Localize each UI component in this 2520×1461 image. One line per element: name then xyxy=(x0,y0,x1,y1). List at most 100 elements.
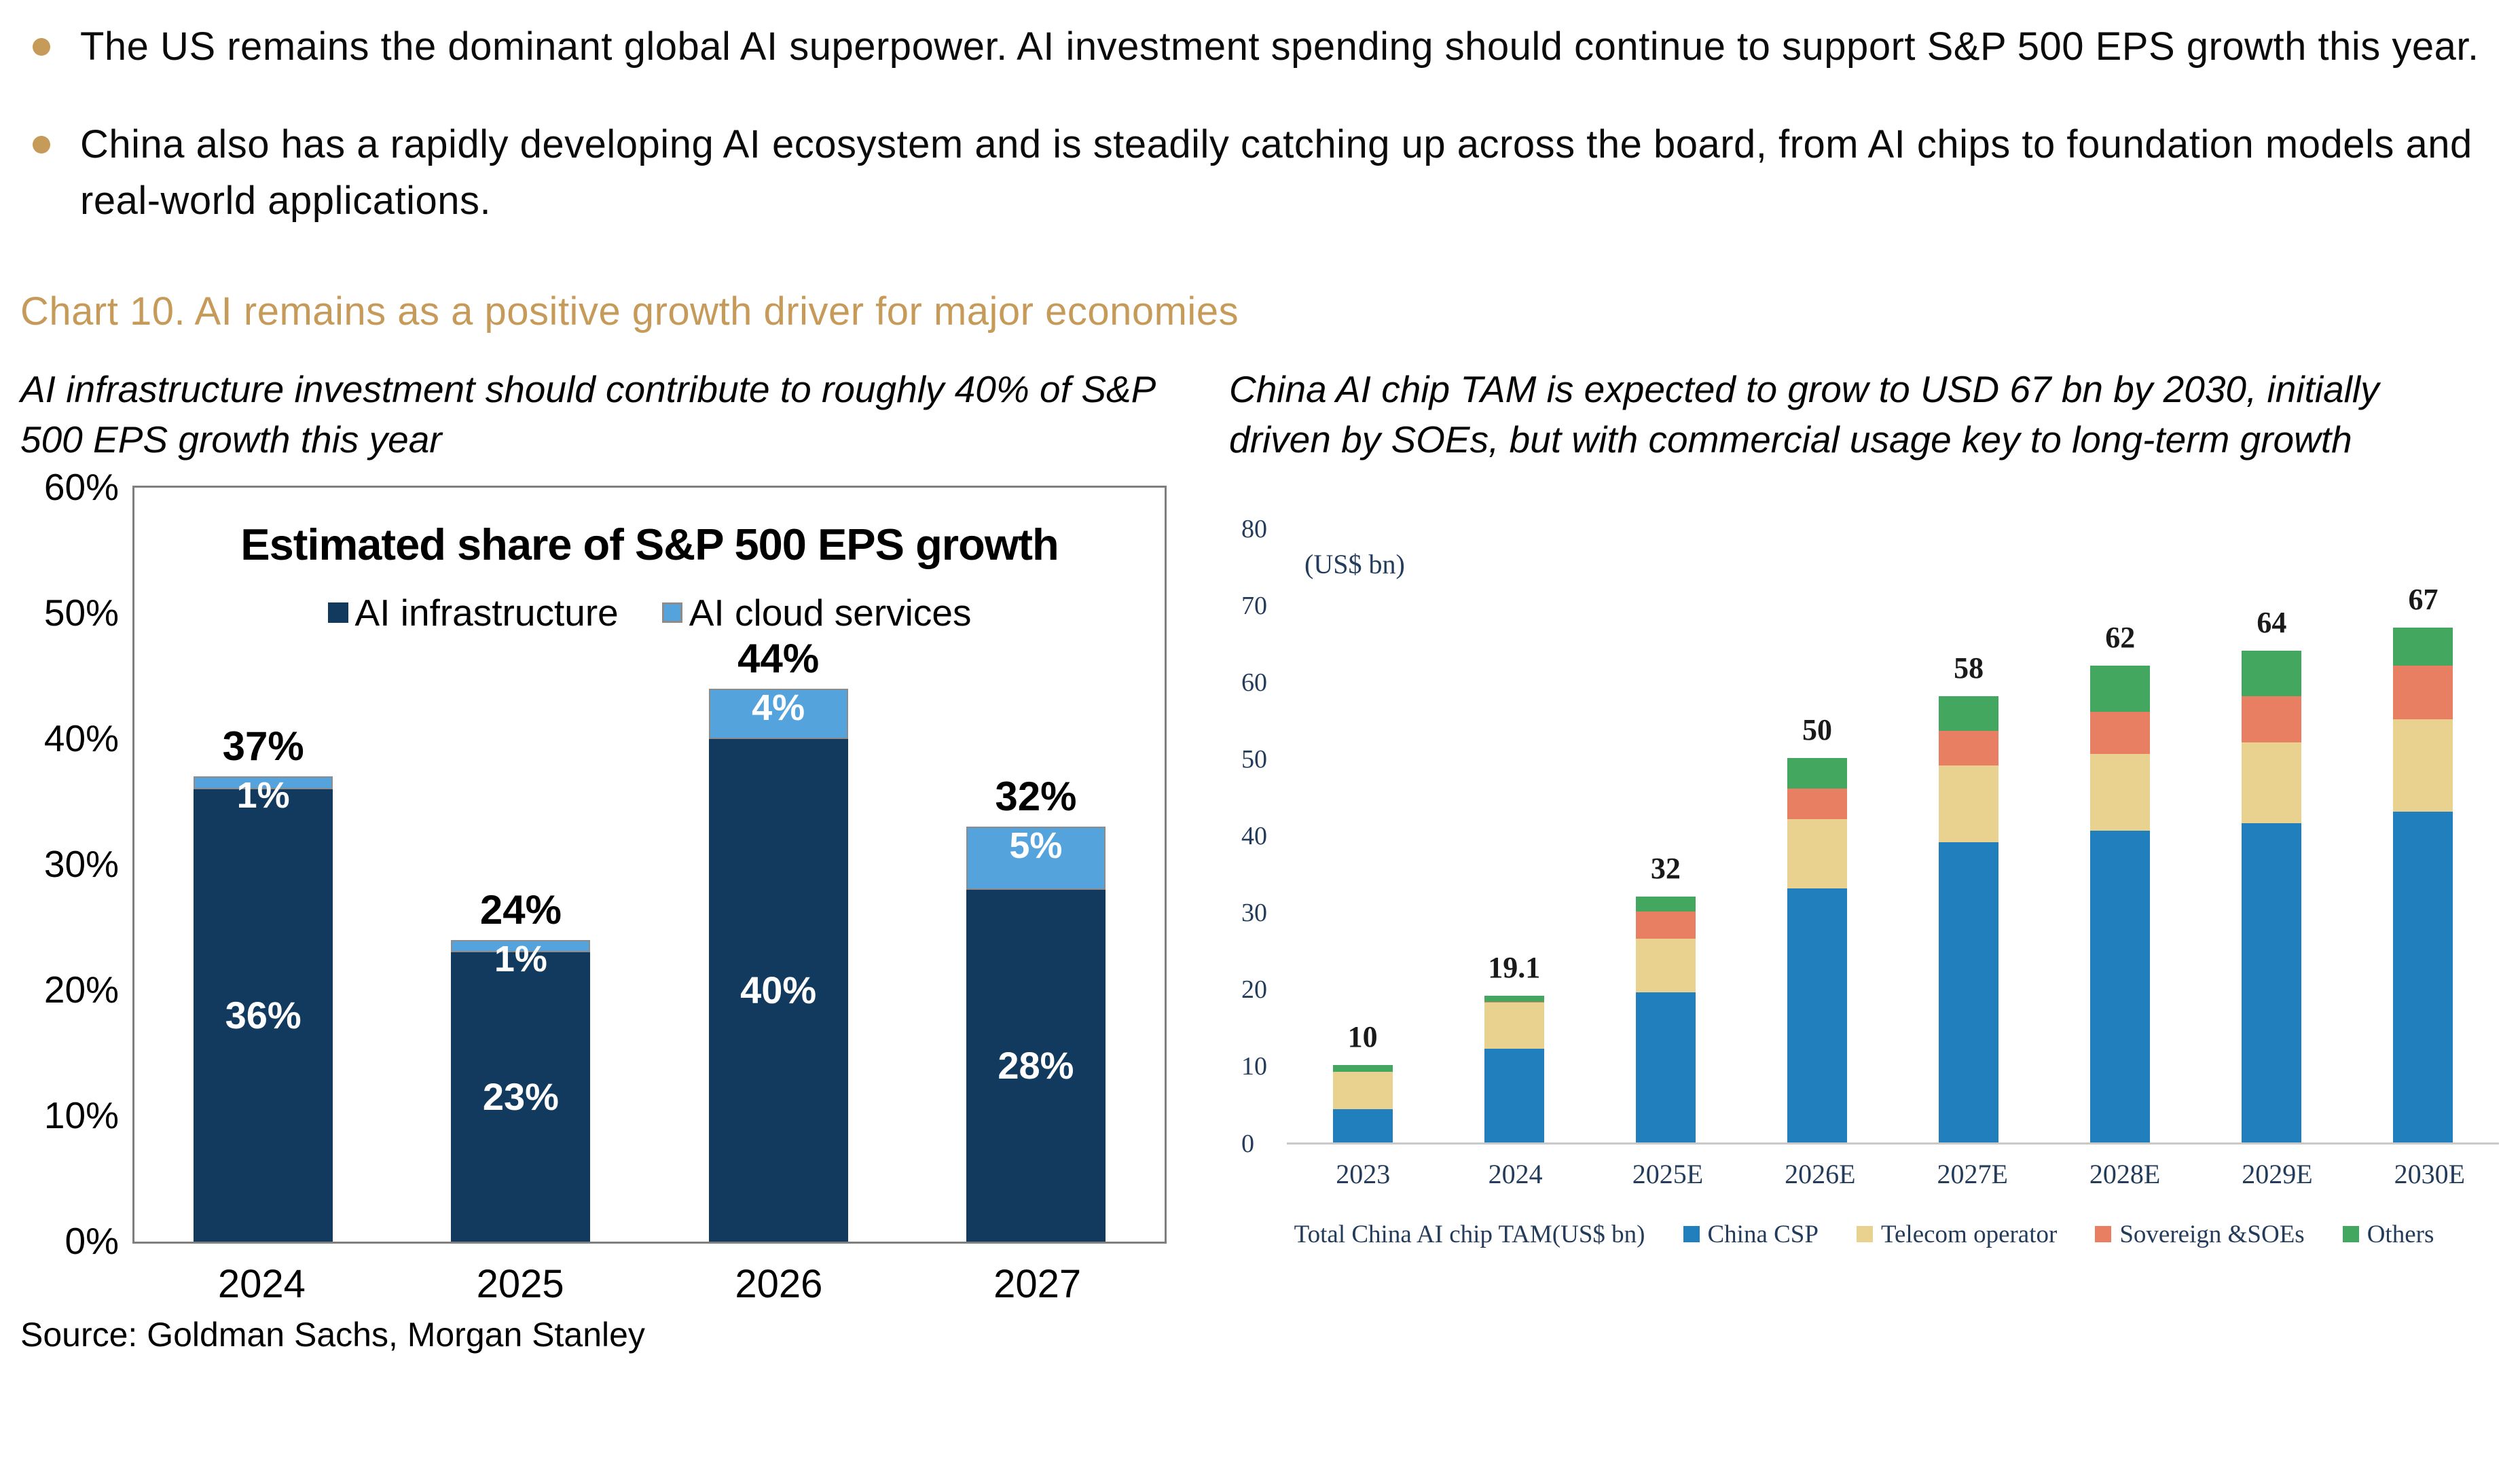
bar-total-label: 32 xyxy=(1650,851,1681,885)
segment-sovereign-soes xyxy=(1787,789,1847,820)
left-y-tick: 20% xyxy=(43,968,119,1011)
stacked-bar xyxy=(1787,757,1847,1142)
right-x-tick: 2026E xyxy=(1785,1158,1856,1189)
left-y-tick: 0% xyxy=(65,1219,120,1262)
left-y-tick: 10% xyxy=(43,1094,119,1136)
right-y-tick: 60 xyxy=(1241,668,1267,697)
right-bar-slot: 10 xyxy=(1287,1020,1438,1142)
left-bar-slot: 37% 1% 36% xyxy=(134,723,392,1242)
bar-total-label: 10 xyxy=(1347,1020,1378,1054)
left-chart-subtitle: AI infrastructure investment should cont… xyxy=(20,368,1155,461)
segment-others xyxy=(1939,696,1999,732)
left-y-axis: 60% 50% 40% 30% 20% 10% 0% xyxy=(17,466,132,1262)
right-bar-slot: 67 xyxy=(2348,582,2499,1142)
right-chart-body: 80 70 60 50 40 30 20 10 0 (US$ bn) 10 19.1 32 50 58 6… xyxy=(1222,515,2506,1158)
right-bar-slot: 32 xyxy=(1590,851,1741,1142)
segment-sovereign-soes xyxy=(2090,712,2151,755)
right-y-axis: 80 70 60 50 40 30 20 10 0 xyxy=(1222,515,1287,1158)
right-x-tick: 2029E xyxy=(2242,1158,2313,1189)
legend-swatch-icon xyxy=(2095,1226,2112,1243)
segment-telecom-operator xyxy=(1332,1071,1393,1109)
segment-others xyxy=(2393,627,2453,666)
segment-label: 1% xyxy=(236,775,290,816)
segment-china-csp xyxy=(1939,842,1999,1142)
bar-total-label: 64 xyxy=(2257,605,2287,639)
left-x-tick: 2027 xyxy=(993,1261,1082,1306)
right-chart-plot: (US$ bn) 10 19.1 32 50 58 62 64 67 xyxy=(1287,528,2499,1144)
bar-total-label: 44% xyxy=(737,635,820,681)
stacked-bar xyxy=(1484,995,1544,1142)
segment-telecom-operator xyxy=(1484,1002,1544,1049)
segment-label: 40% xyxy=(740,969,817,1012)
segment-others xyxy=(1332,1065,1393,1072)
bar-total-label: 24% xyxy=(479,886,562,933)
segment-telecom-operator xyxy=(1787,819,1847,889)
left-chart-plot: Estimated share of S&P 500 EPS growth AI… xyxy=(132,485,1167,1244)
left-bar-slot: 24% 1% 23% xyxy=(392,886,649,1242)
right-y-tick: 80 xyxy=(1241,514,1267,543)
left-chart-title: Estimated share of S&P 500 EPS growth xyxy=(240,519,1059,569)
stacked-bar xyxy=(1332,1065,1393,1142)
segment-china-csp xyxy=(2242,823,2302,1142)
stacked-bar: 4% 40% xyxy=(708,688,848,1242)
segment-telecom-operator xyxy=(1635,938,1696,992)
segment-telecom-operator xyxy=(2090,754,2151,831)
segment-telecom-operator xyxy=(1939,765,1999,843)
legend-swatch-icon xyxy=(1683,1226,1700,1243)
segment-others xyxy=(2242,650,2302,697)
right-chart-subtitle: China AI chip TAM is expected to grow to… xyxy=(1229,368,2379,461)
segment-ai-infrastructure: 40% xyxy=(708,738,848,1242)
right-legend-item: Telecom operator xyxy=(1856,1220,2057,1249)
right-y-tick: 30 xyxy=(1241,899,1267,928)
right-unit-label: (US$ bn) xyxy=(1304,548,1405,579)
segment-china-csp xyxy=(2393,812,2453,1142)
stacked-bar: 1% 36% xyxy=(194,776,333,1242)
segment-china-csp xyxy=(1635,992,1696,1142)
segment-ai-cloud-services: 1% xyxy=(451,939,591,978)
legend-label: AI cloud services xyxy=(689,591,972,634)
right-x-tick: 2028E xyxy=(2089,1158,2161,1189)
right-legend-prefix: Total China AI chip TAM(US$ bn) xyxy=(1294,1220,1645,1248)
bullet-item-us: The US remains the dominant global AI su… xyxy=(20,19,2493,75)
bullet-item-china: China also has a rapidly developing AI e… xyxy=(20,117,2493,229)
right-y-tick: 40 xyxy=(1241,822,1267,851)
left-chart-legend: AI infrastructure AI cloud services xyxy=(134,591,1165,634)
right-bar-slot: 58 xyxy=(1893,651,2045,1142)
segment-label: 23% xyxy=(482,1075,559,1119)
bar-total-label: 50 xyxy=(1802,713,1832,746)
bar-total-label: 67 xyxy=(2408,582,2439,616)
segment-sovereign-soes xyxy=(2393,666,2453,720)
left-bars: 37% 1% 36% 24% 1% 23% 44% 4% 40% 32% 5% 28% xyxy=(134,488,1165,1242)
segment-others xyxy=(1787,757,1847,789)
segment-china-csp xyxy=(1787,888,1847,1142)
bar-total-label: 32% xyxy=(995,774,1077,820)
left-y-tick: 50% xyxy=(43,591,119,634)
right-x-tick: 2025E xyxy=(1632,1158,1704,1189)
segment-ai-cloud-services: 1% xyxy=(194,776,333,814)
right-legend-item: Sovereign &SOEs xyxy=(2095,1220,2305,1249)
segment-ai-cloud-services: 5% xyxy=(966,827,1106,890)
segment-sovereign-soes xyxy=(2242,696,2302,743)
left-legend-item: AI infrastructure xyxy=(327,591,619,634)
left-x-tick: 2024 xyxy=(217,1261,306,1306)
bar-total-label: 62 xyxy=(2105,621,2136,655)
right-legend-item: China CSP xyxy=(1683,1220,1819,1249)
segment-others xyxy=(1635,896,1696,912)
right-bar-slot: 64 xyxy=(2196,605,2348,1142)
right-x-tick: 2023 xyxy=(1336,1158,1391,1189)
legend-swatch-icon xyxy=(661,602,682,623)
segment-ai-infrastructure: 36% xyxy=(194,789,333,1242)
stacked-bar xyxy=(1939,696,1999,1142)
segment-label: 1% xyxy=(494,938,547,979)
bullet-text-us: The US remains the dominant global AI su… xyxy=(80,24,2479,69)
segment-sovereign-soes xyxy=(1939,731,1999,766)
left-x-tick: 2025 xyxy=(476,1261,564,1306)
bar-total-label: 58 xyxy=(1954,651,1984,685)
stacked-bar: 1% 23% xyxy=(451,939,591,1242)
segment-others xyxy=(1484,995,1544,1002)
segment-telecom-operator xyxy=(2393,719,2453,812)
bar-total-label: 19.1 xyxy=(1488,950,1541,984)
stacked-bar xyxy=(1635,896,1696,1142)
chart-subtitles: AI infrastructure investment should cont… xyxy=(20,364,2520,465)
segment-others xyxy=(2090,666,2151,713)
